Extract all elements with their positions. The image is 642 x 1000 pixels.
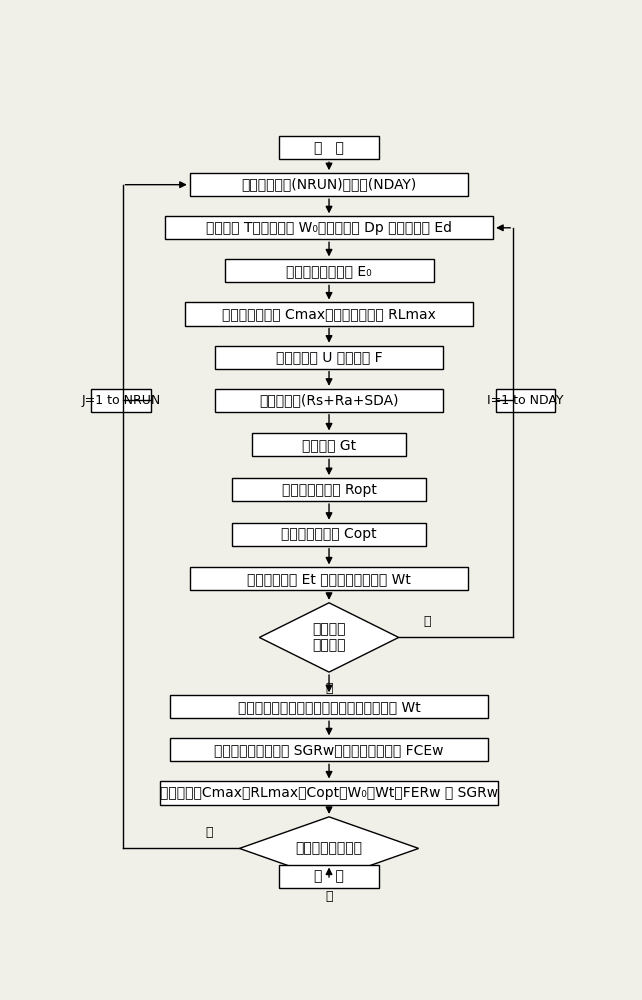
FancyBboxPatch shape xyxy=(496,389,555,412)
FancyBboxPatch shape xyxy=(279,136,379,159)
FancyBboxPatch shape xyxy=(185,302,473,326)
Text: 计算最大摄食率 Cmax、最大摄食水平 RLmax: 计算最大摄食率 Cmax、最大摄食水平 RLmax xyxy=(222,307,436,321)
Text: 保存结果：Cmax、RLmax、Copt、W₀、Wt、FERw 和 SGRw: 保存结果：Cmax、RLmax、Copt、W₀、Wt、FERw 和 SGRw xyxy=(160,786,498,800)
Text: 计算生长 Gt: 计算生长 Gt xyxy=(302,438,356,452)
Text: 计算累计摄食率、累计能量收支和终末体重 Wt: 计算累计摄食率、累计能量收支和终末体重 Wt xyxy=(238,700,421,714)
FancyBboxPatch shape xyxy=(232,523,426,546)
Text: 是: 是 xyxy=(325,682,333,695)
FancyBboxPatch shape xyxy=(169,695,489,718)
FancyBboxPatch shape xyxy=(225,259,433,282)
Text: 计算最适摄食率 Copt: 计算最适摄食率 Copt xyxy=(281,527,377,541)
Text: 开   始: 开 始 xyxy=(314,141,344,155)
FancyBboxPatch shape xyxy=(190,173,469,196)
Text: 计算代谢率(Rs+Ra+SDA): 计算代谢率(Rs+Ra+SDA) xyxy=(259,393,399,407)
Text: 完   成: 完 成 xyxy=(314,869,344,883)
FancyBboxPatch shape xyxy=(160,781,498,805)
Text: I=1 to NDAY: I=1 to NDAY xyxy=(487,394,564,407)
Text: 计算湿重特定生长率 SGRw、饲料湿重转化率 FCEw: 计算湿重特定生长率 SGRw、饲料湿重转化率 FCEw xyxy=(214,743,444,757)
FancyBboxPatch shape xyxy=(279,865,379,888)
Text: 计算鱼体能值 Et 并转化为鱼体湿重 Wt: 计算鱼体能值 Et 并转化为鱼体湿重 Wt xyxy=(247,572,411,586)
Text: 计算排泄率 U 和排粪率 F: 计算排泄率 U 和排粪率 F xyxy=(275,350,383,364)
Text: 否: 否 xyxy=(424,615,431,628)
FancyBboxPatch shape xyxy=(190,567,469,590)
FancyBboxPatch shape xyxy=(252,433,406,456)
Polygon shape xyxy=(259,603,399,672)
FancyBboxPatch shape xyxy=(91,389,151,412)
Text: 计算最适总代谢 Ropt: 计算最适总代谢 Ropt xyxy=(282,483,376,497)
Text: 养殖天数
是否结束: 养殖天数 是否结束 xyxy=(312,622,346,653)
Text: 输入水温 T、初始体重 W₀、饲料蛋白 Dp 和饲料能值 Ed: 输入水温 T、初始体重 W₀、饲料蛋白 Dp 和饲料能值 Ed xyxy=(206,221,452,235)
Text: 计算鱼体初始能值 E₀: 计算鱼体初始能值 E₀ xyxy=(286,264,372,278)
Text: 输入模拟次数(NRUN)和天数(NDAY): 输入模拟次数(NRUN)和天数(NDAY) xyxy=(241,178,417,192)
Text: 是: 是 xyxy=(325,890,333,903)
Text: 模拟次数是否完成: 模拟次数是否完成 xyxy=(295,841,363,855)
FancyBboxPatch shape xyxy=(214,346,444,369)
FancyBboxPatch shape xyxy=(232,478,426,501)
Polygon shape xyxy=(239,817,419,880)
Text: 否: 否 xyxy=(206,826,213,839)
FancyBboxPatch shape xyxy=(165,216,493,239)
Text: J=1 to NRUN: J=1 to NRUN xyxy=(82,394,160,407)
FancyBboxPatch shape xyxy=(169,738,489,761)
FancyBboxPatch shape xyxy=(214,389,444,412)
